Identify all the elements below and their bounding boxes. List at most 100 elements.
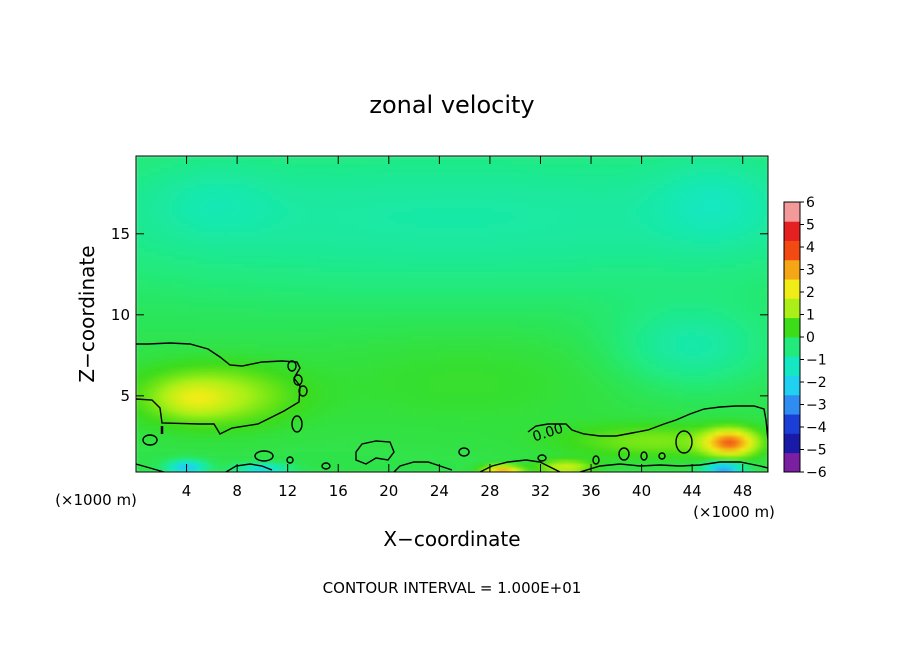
- heat-cell: [160, 208, 165, 213]
- heat-cell: [352, 176, 357, 181]
- heat-cell: [452, 224, 457, 229]
- heat-cell: [716, 264, 721, 269]
- heat-cell: [608, 192, 613, 197]
- heat-cell: [408, 188, 413, 193]
- heat-cell: [140, 212, 145, 217]
- heat-cell: [180, 228, 185, 233]
- heat-cell: [596, 188, 601, 193]
- heat-cell: [520, 252, 525, 257]
- heat-cell: [416, 192, 421, 197]
- heat-cell: [324, 188, 329, 193]
- heat-cell: [276, 244, 281, 249]
- heat-cell: [504, 256, 509, 261]
- heat-cell: [336, 172, 341, 177]
- heat-cell: [424, 216, 429, 221]
- heat-cell: [456, 220, 461, 225]
- heat-cell: [404, 252, 409, 257]
- heat-cell: [632, 204, 637, 209]
- heat-cell: [684, 200, 689, 205]
- heat-cell: [180, 196, 185, 201]
- heat-cell: [484, 156, 489, 161]
- heat-cell: [348, 188, 353, 193]
- heat-cell: [480, 264, 485, 269]
- heat-cell: [448, 248, 453, 253]
- heat-cell: [696, 188, 701, 193]
- heat-cell: [188, 204, 193, 209]
- heat-cell: [356, 272, 361, 277]
- heat-cell: [740, 268, 745, 273]
- heat-cell: [596, 192, 601, 197]
- heat-cell: [308, 276, 313, 281]
- heat-cell: [316, 220, 321, 225]
- heat-cell: [732, 180, 737, 185]
- heat-cell: [156, 272, 161, 277]
- heat-cell: [644, 236, 649, 241]
- heat-cell: [168, 248, 173, 253]
- heat-cell: [248, 184, 253, 189]
- heat-cell: [280, 248, 285, 253]
- heat-cell: [352, 260, 357, 265]
- heat-cell: [328, 220, 333, 225]
- heat-cell: [624, 260, 629, 265]
- heat-cell: [276, 280, 281, 285]
- heat-cell: [604, 224, 609, 229]
- heat-cell: [248, 280, 253, 285]
- heat-cell: [596, 180, 601, 185]
- heat-cell: [760, 184, 765, 189]
- heat-cell: [436, 260, 441, 265]
- heat-cell: [644, 180, 649, 185]
- heat-cell: [344, 224, 349, 229]
- heat-cell: [256, 240, 261, 245]
- heat-cell: [752, 200, 757, 205]
- heat-cell: [312, 268, 317, 273]
- heat-cell: [356, 260, 361, 265]
- heat-cell: [532, 208, 537, 213]
- heat-cell: [716, 176, 721, 181]
- heat-cell: [440, 256, 445, 261]
- heat-cell: [284, 272, 289, 277]
- heat-cell: [356, 256, 361, 261]
- heat-cell: [228, 172, 233, 177]
- heat-cell: [416, 156, 421, 161]
- heat-cell: [380, 200, 385, 205]
- heat-cell: [584, 164, 589, 169]
- heat-cell: [280, 252, 285, 257]
- heat-cell: [548, 156, 553, 161]
- heat-cell: [532, 184, 537, 189]
- heat-cell: [256, 272, 261, 277]
- heat-cell: [400, 212, 405, 217]
- heat-cell: [196, 236, 201, 241]
- heat-cell: [228, 248, 233, 253]
- heat-cell: [236, 204, 241, 209]
- heat-cell: [324, 244, 329, 249]
- heat-cell: [180, 268, 185, 273]
- heat-cell: [248, 168, 253, 173]
- heat-cell: [620, 196, 625, 201]
- heat-cell: [644, 252, 649, 257]
- heat-cell: [324, 168, 329, 173]
- heat-cell: [572, 232, 577, 237]
- heat-cell: [572, 200, 577, 205]
- heat-cell: [460, 188, 465, 193]
- heat-cell: [500, 272, 505, 277]
- heat-cell: [300, 264, 305, 269]
- heat-cell: [184, 192, 189, 197]
- heat-cell: [656, 180, 661, 185]
- heat-cell: [716, 268, 721, 273]
- heat-cell: [748, 192, 753, 197]
- heat-cell: [456, 272, 461, 277]
- heat-cell: [288, 244, 293, 249]
- heat-cell: [532, 260, 537, 265]
- heat-cell: [592, 220, 597, 225]
- heat-cell: [392, 180, 397, 185]
- heat-cell: [152, 208, 157, 213]
- heat-cell: [660, 156, 665, 161]
- heat-cell: [292, 200, 297, 205]
- heat-cell: [248, 212, 253, 217]
- heat-cell: [540, 244, 545, 249]
- heat-cell: [512, 232, 517, 237]
- heat-cell: [376, 276, 381, 281]
- heat-cell: [740, 176, 745, 181]
- heat-cell: [652, 196, 657, 201]
- heat-cell: [728, 224, 733, 229]
